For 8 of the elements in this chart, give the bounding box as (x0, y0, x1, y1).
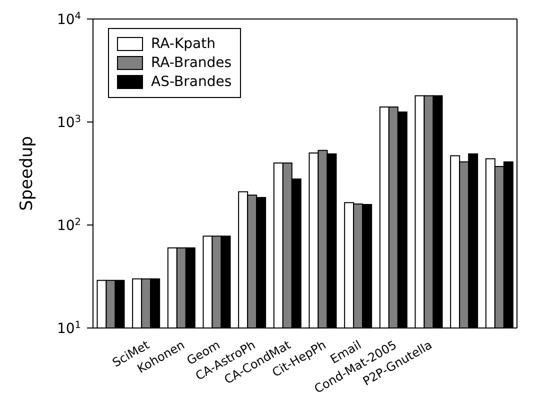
y-tick-label: 10$^{2}$ (56, 216, 81, 234)
legend-label: AS-Brandes (150, 74, 232, 90)
y-tick-label: 10$^{1}$ (56, 319, 81, 337)
legend-label: RA-Brandes (150, 55, 232, 71)
y-tick-label: 10$^{4}$ (56, 10, 81, 28)
legend-label: RA-Kpath (150, 36, 216, 52)
y-axis-title: Speedup (17, 136, 38, 211)
y-tick-label: 10$^{3}$ (56, 113, 81, 131)
